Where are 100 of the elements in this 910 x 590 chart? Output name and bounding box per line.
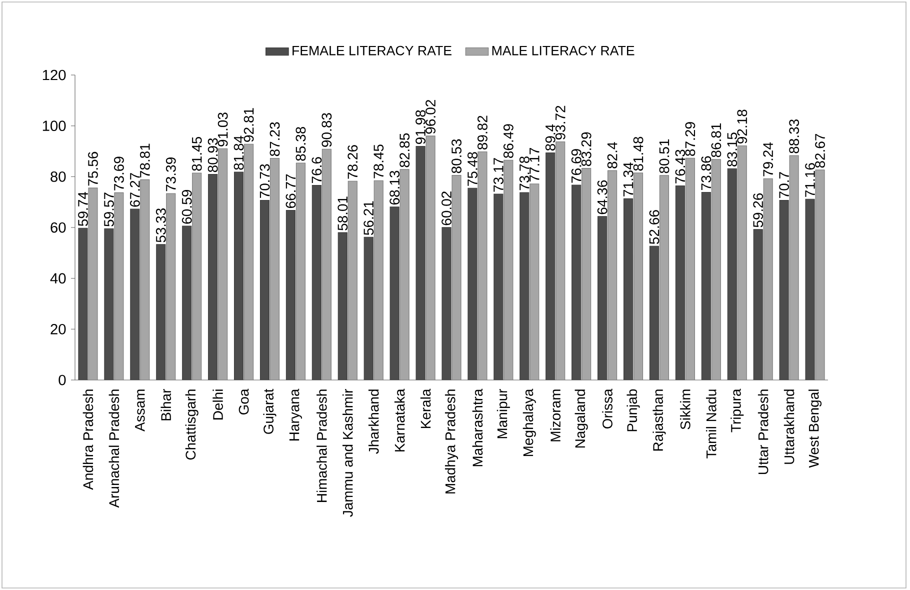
x-tick-label: Sikkim <box>680 390 690 430</box>
x-tick-label: Himachal Pradesh <box>316 390 327 502</box>
legend-label: FEMALE LITERACY RATE <box>292 46 452 56</box>
data-label: 73.69 <box>114 156 124 190</box>
bar <box>270 158 280 380</box>
x-tick-label: Bihar <box>160 388 172 420</box>
bar <box>218 148 228 380</box>
bar <box>763 178 773 380</box>
x-tick-label: Orissa <box>602 388 612 428</box>
data-label: 81.48 <box>633 136 644 171</box>
data-label: 80.93 <box>208 138 218 172</box>
data-label: 71.16 <box>805 163 815 197</box>
x-tick-label: Punjab <box>626 389 640 432</box>
x-tick-label: Rajasthan <box>652 390 666 451</box>
data-label: 82.85 <box>400 133 410 168</box>
data-label: 76.69 <box>571 149 582 183</box>
bar <box>244 144 254 380</box>
x-tick-label: Maharashtra <box>472 388 483 466</box>
x-tick-label: Tripura <box>730 388 744 432</box>
data-label: 60.02 <box>442 192 452 226</box>
data-label: 89.4 <box>545 124 556 151</box>
data-label: 80.53 <box>452 139 462 174</box>
data-label: 68.13 <box>390 170 400 205</box>
y-tick-label: 120 <box>42 70 66 80</box>
data-label: 86.81 <box>711 123 722 158</box>
x-tick-label: Haryana <box>289 388 302 440</box>
x-tick-label: Manipur <box>496 388 510 438</box>
x-tick-label: Chattisgarh <box>185 390 198 460</box>
data-label: 93.72 <box>555 106 566 140</box>
data-label: 91.03 <box>218 112 228 146</box>
bar <box>582 168 592 380</box>
bar <box>737 145 747 380</box>
x-tick-label: Goa <box>238 388 249 414</box>
data-label: 88.33 <box>789 119 800 154</box>
x-tick-label: Uttar Pradesh <box>758 390 768 474</box>
data-label: 71.34 <box>623 162 634 196</box>
data-label: 87.29 <box>685 122 696 156</box>
data-label: 75.48 <box>468 152 478 186</box>
data-label: 59.74 <box>78 192 88 226</box>
bar <box>348 180 358 380</box>
data-label: 92.18 <box>737 110 748 144</box>
data-label: 76.43 <box>675 150 686 184</box>
x-tick-label: Delhi <box>212 390 223 420</box>
data-label: 82.4 <box>607 142 618 168</box>
data-label: 96.02 <box>426 100 436 134</box>
bar <box>140 179 150 380</box>
x-tick-label: Mizoram <box>550 390 561 442</box>
bar <box>322 148 332 380</box>
data-label: 73.78 <box>519 156 530 190</box>
data-label: 81.45 <box>192 136 202 171</box>
data-label: 91.98 <box>416 110 426 144</box>
x-tick-label: West Bengal <box>808 390 822 468</box>
bar <box>711 159 721 380</box>
x-tick-label: Karnataka <box>394 388 405 452</box>
data-label: 85.38 <box>296 126 306 161</box>
x-tick-label: Jharkhand <box>368 390 379 454</box>
data-label: 59.57 <box>104 192 114 226</box>
data-label: 73.39 <box>166 158 176 192</box>
y-tick-label: 60 <box>50 222 66 233</box>
x-tick-label: Meghalaya <box>522 388 536 456</box>
bar <box>296 162 306 380</box>
data-label: 90.83 <box>322 113 332 147</box>
x-tick-label: Andhra Pradesh <box>82 390 94 490</box>
data-label: 76.6 <box>312 157 322 183</box>
data-label: 70.73 <box>260 164 270 198</box>
x-tick-label: Madhya Pradesh <box>444 390 458 494</box>
data-label: 67.27 <box>130 173 140 207</box>
y-tick-label: 100 <box>42 120 66 132</box>
x-tick-label: Uttarakhand <box>784 390 794 464</box>
x-tick-label: Assam <box>135 390 145 432</box>
data-label: 58.01 <box>338 196 348 230</box>
data-label: 83.29 <box>581 132 592 166</box>
data-label: 73.86 <box>701 156 712 190</box>
data-label: 87.23 <box>270 122 280 156</box>
data-label: 75.56 <box>88 152 98 186</box>
y-tick-label: 40 <box>50 273 66 284</box>
bar <box>685 158 695 380</box>
bar <box>374 180 384 380</box>
legend-label: MALE LITERACY RATE <box>492 46 634 56</box>
data-label: 60.59 <box>182 190 192 224</box>
x-tick-label: Nagaland <box>574 390 588 448</box>
data-label: 53.33 <box>156 208 166 242</box>
bar <box>166 193 176 380</box>
x-tick-label: Tamil Nadu <box>706 390 716 458</box>
data-label: 70.7 <box>779 172 790 198</box>
bar <box>608 170 618 380</box>
data-label: 81.84 <box>234 136 244 170</box>
bar <box>530 184 540 380</box>
data-label: 92.81 <box>244 108 254 142</box>
data-label: 89.82 <box>478 116 488 150</box>
x-tick-label: Arunachal Pradesh <box>108 390 120 508</box>
bar <box>659 175 669 380</box>
data-label: 78.45 <box>374 144 384 178</box>
y-tick-label: 20 <box>50 324 66 334</box>
bar <box>192 172 202 380</box>
data-label: 64.36 <box>597 180 608 214</box>
data-label: 52.66 <box>649 210 660 244</box>
data-label: 59.26 <box>753 193 764 228</box>
data-label: 56.21 <box>364 201 374 235</box>
data-label: 82.67 <box>815 134 825 168</box>
